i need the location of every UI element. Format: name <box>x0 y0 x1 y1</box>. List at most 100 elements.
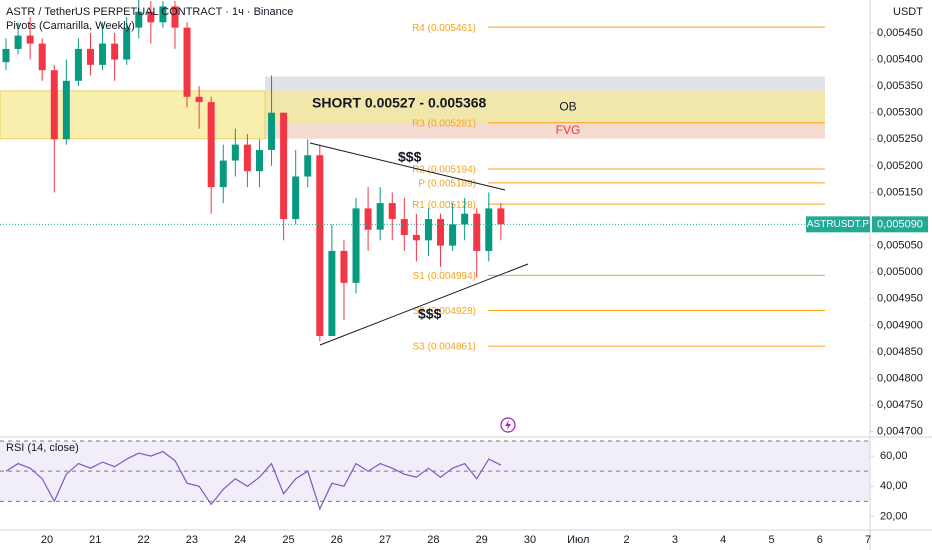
trend-line <box>309 142 506 191</box>
pivot-label: R1 (0.005128) <box>412 200 476 211</box>
currency: USDT <box>893 6 923 18</box>
y-tick-label: 0,004850 <box>877 346 923 358</box>
x-tick-label: 5 <box>768 534 774 546</box>
zone-label: FVG <box>556 123 581 137</box>
liquidity-label: $$$ <box>398 149 422 165</box>
y-tick-label: 0,004950 <box>877 293 923 305</box>
candle-body <box>207 102 215 188</box>
y-tick-label: 0,005000 <box>877 266 923 278</box>
candle-body <box>255 149 263 172</box>
y-tick-label: 0,004750 <box>877 399 923 411</box>
x-tick-label: 6 <box>817 534 823 546</box>
candle-body <box>352 208 360 283</box>
candle-body <box>292 176 300 220</box>
zone <box>0 90 265 139</box>
candle-body <box>437 219 445 246</box>
candle-body <box>74 48 82 81</box>
x-tick-label: 3 <box>672 534 678 546</box>
candle-body <box>147 11 155 23</box>
x-tick-label: 25 <box>282 534 294 546</box>
pivot-label: R4 (0.005461) <box>412 23 476 34</box>
x-tick-label: 28 <box>427 534 439 546</box>
candle-body <box>183 27 191 97</box>
candle-body <box>219 160 227 188</box>
candle-body <box>243 144 251 172</box>
price-tag <box>872 216 928 233</box>
x-tick-label: 26 <box>331 534 343 546</box>
candle-body <box>449 224 457 246</box>
zone <box>265 76 825 91</box>
x-tick-label: 7 <box>865 534 871 546</box>
x-tick-label: 23 <box>186 534 198 546</box>
y-tick-label: 0,004700 <box>877 426 923 438</box>
candle-body <box>231 144 239 161</box>
y-tick-label: 0,005450 <box>877 27 923 39</box>
candle-body <box>268 112 276 150</box>
x-tick-label: 22 <box>137 534 149 546</box>
x-tick-label: Июл <box>567 534 589 546</box>
event-icon-bolt <box>505 420 511 430</box>
zone-label: OB <box>559 99 576 113</box>
pivot-label: P (0.005189) <box>418 179 476 190</box>
candle-body <box>26 35 34 44</box>
x-tick-label: 2 <box>624 534 630 546</box>
y-tick-label: 0,004900 <box>877 319 923 331</box>
symbol-tag <box>806 216 870 233</box>
event-icon[interactable] <box>500 417 516 433</box>
candle-body <box>400 219 408 235</box>
rsi-tick-label: 40,00 <box>880 480 908 492</box>
x-tick-label: 21 <box>89 534 101 546</box>
indicator-label: Pivots (Camarilla, Weekly) <box>6 20 135 32</box>
candle-body <box>497 208 505 225</box>
y-tick-label: 0,005050 <box>877 240 923 252</box>
candle-body <box>328 250 336 336</box>
candle-body <box>376 203 384 230</box>
candle-body <box>461 213 469 225</box>
x-tick-label: 27 <box>379 534 391 546</box>
candle-body <box>304 155 312 177</box>
pivot-label: R2 (0.005194) <box>412 165 476 176</box>
candle-body <box>412 234 420 241</box>
candle-body <box>38 43 46 71</box>
y-tick-label: 0,005350 <box>877 80 923 92</box>
pivot-label: S1 (0.004994) <box>413 271 476 282</box>
symbol-tag-text: ASTRUSDT.P <box>807 219 870 230</box>
y-tick-label: 0,005400 <box>877 53 923 65</box>
candle-body <box>171 6 179 28</box>
candle-body <box>195 96 203 103</box>
y-tick-label: 0,005150 <box>877 186 923 198</box>
rsi-title: RSI (14, close) <box>6 442 79 454</box>
candle-body <box>111 43 119 60</box>
candle-body <box>485 208 493 251</box>
candle-body <box>123 27 131 60</box>
x-tick-label: 30 <box>524 534 536 546</box>
y-tick-label: 0,005200 <box>877 160 923 172</box>
candle-body <box>99 43 107 65</box>
zone <box>265 90 825 124</box>
candle-body <box>388 203 396 220</box>
rsi-tick-label: 20,00 <box>880 510 908 522</box>
candle-body <box>135 11 143 28</box>
chart-title: ASTR / TetherUS PERPETUAL CONTRACT · 1ч … <box>6 6 293 18</box>
candle-body <box>424 219 432 241</box>
candle-body <box>473 213 481 251</box>
price-tag-text: 0,005090 <box>877 218 923 230</box>
pivot-label: S3 (0.004861) <box>413 342 476 353</box>
trend-line <box>319 263 529 346</box>
pivot-label: R3 (0.005281) <box>412 118 476 129</box>
candle-body <box>86 48 94 65</box>
candle-body <box>340 250 348 283</box>
rsi-line <box>5 450 502 511</box>
candle-body <box>14 35 22 49</box>
candle-body <box>159 6 167 23</box>
zone-fill <box>0 90 266 140</box>
liquidity-label: $$$ <box>418 306 442 322</box>
candle-body <box>2 48 10 63</box>
pivot-label: S2 (0.004928) <box>413 306 476 317</box>
candle-body <box>280 112 288 220</box>
x-tick-label: 20 <box>41 534 53 546</box>
y-tick-label: 0,005300 <box>877 107 923 119</box>
x-tick-label: 4 <box>720 534 726 546</box>
